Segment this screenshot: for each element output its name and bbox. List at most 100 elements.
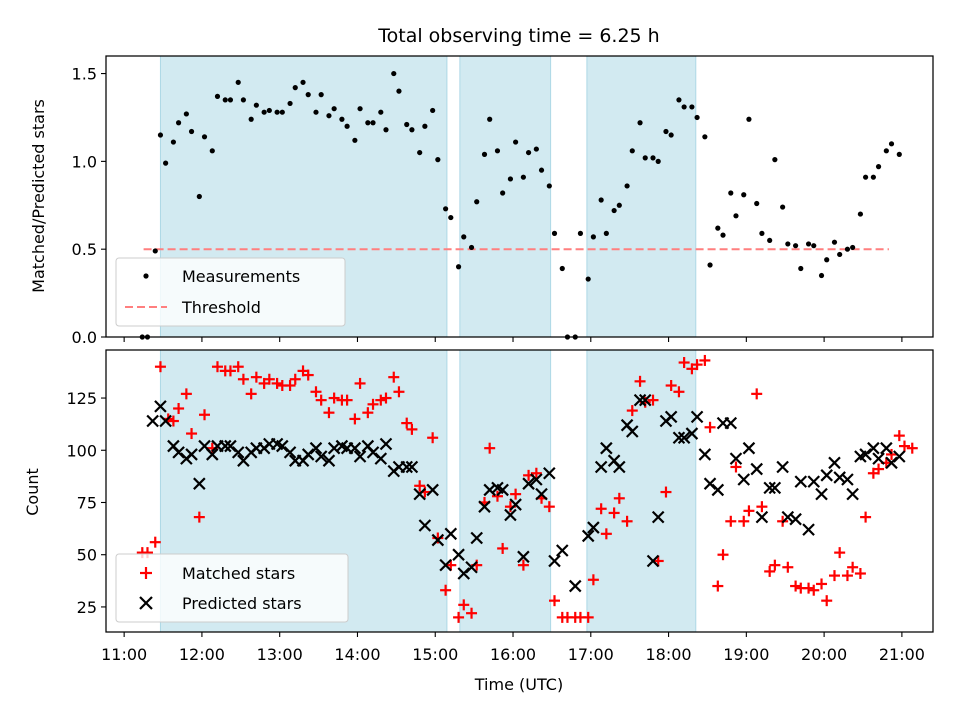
legend-measurements-label: Measurements bbox=[182, 267, 300, 286]
x-stroke-b bbox=[400, 460, 414, 474]
measurement-point bbox=[655, 158, 661, 164]
measurement-point bbox=[551, 230, 558, 236]
matched-star-point bbox=[756, 501, 768, 513]
matched-star-point bbox=[517, 559, 529, 571]
measurement-point bbox=[391, 70, 397, 77]
predicted-star-point bbox=[465, 560, 478, 574]
measurement-points bbox=[139, 70, 902, 340]
predicted-star-point bbox=[698, 448, 712, 461]
x-stroke-b bbox=[646, 554, 660, 568]
x-stroke-b bbox=[742, 441, 756, 455]
matched-star-point bbox=[530, 467, 542, 479]
measurement-point bbox=[183, 111, 189, 117]
x-stroke-b bbox=[276, 439, 289, 453]
measurement-point bbox=[525, 149, 532, 156]
x-stroke-b bbox=[231, 446, 245, 459]
matched-star-point bbox=[323, 407, 335, 419]
x-axis-label: Time (UTC) bbox=[474, 675, 563, 694]
predicted-star-point bbox=[594, 460, 608, 474]
predicted-star-point bbox=[413, 487, 426, 501]
x-stroke-b bbox=[283, 446, 297, 459]
x-stroke-b bbox=[426, 483, 439, 497]
matched-star-point bbox=[816, 578, 828, 590]
predicted-star-point bbox=[781, 510, 795, 524]
x-stroke-b bbox=[872, 452, 885, 465]
matched-star-point bbox=[440, 584, 452, 596]
x-stroke-b bbox=[841, 473, 854, 486]
matched-star-point bbox=[458, 599, 470, 611]
measurement-point bbox=[305, 92, 311, 98]
measurement-point bbox=[603, 230, 609, 236]
measurement-point bbox=[188, 128, 195, 135]
predicted-star-point bbox=[846, 487, 859, 501]
predicted-star-point bbox=[530, 473, 543, 486]
x-stroke-b bbox=[587, 521, 600, 534]
x-stroke-b bbox=[620, 418, 634, 432]
matched-star-point bbox=[367, 398, 379, 410]
measurement-point bbox=[798, 265, 804, 272]
matched-star-point bbox=[821, 595, 833, 607]
measurement-point bbox=[844, 246, 851, 252]
measurement-point bbox=[850, 244, 856, 251]
matched-star-point bbox=[224, 365, 236, 377]
x-stroke-b bbox=[465, 560, 478, 574]
measurement-point bbox=[248, 116, 254, 122]
predicted-star-point bbox=[522, 477, 535, 490]
matched-star-point bbox=[738, 515, 750, 527]
measurement-point bbox=[824, 257, 830, 263]
x-stroke-b bbox=[509, 498, 522, 511]
measurement-point bbox=[196, 193, 202, 200]
predicted-star-point bbox=[763, 481, 776, 495]
ratio-panel: 0.0 0.5 1.0 1.5 Matched/Predicted stars bbox=[29, 55, 934, 347]
measurement-point bbox=[292, 85, 298, 91]
predicted-star-point bbox=[322, 454, 336, 467]
legend-threshold-label: Threshold bbox=[181, 298, 261, 317]
measurement-point bbox=[157, 132, 164, 138]
measurement-point bbox=[870, 174, 876, 180]
measurement-point bbox=[702, 134, 708, 140]
matched-star-point bbox=[289, 373, 301, 385]
predicted-star-point bbox=[685, 427, 699, 440]
measurement-point bbox=[720, 232, 726, 238]
predicted-star-point bbox=[483, 483, 496, 497]
measurement-point bbox=[520, 174, 526, 180]
predicted-star-point bbox=[431, 533, 445, 547]
measurement-point bbox=[629, 148, 635, 154]
matched-star-point bbox=[730, 461, 742, 473]
x-stroke-b bbox=[698, 448, 712, 461]
x-tick-label: 18:00 bbox=[646, 645, 692, 664]
legend-predicted-label: Predicted stars bbox=[182, 594, 302, 613]
matched-star-point bbox=[769, 559, 781, 571]
legend-matched-marker bbox=[140, 567, 152, 579]
x-stroke-b bbox=[815, 487, 828, 501]
measurement-point bbox=[481, 151, 488, 157]
observation-spans bbox=[159, 55, 697, 338]
x-stroke-b bbox=[807, 475, 821, 488]
legend-predicted-marker bbox=[139, 596, 153, 610]
predicted-star-point bbox=[504, 508, 517, 522]
x-stroke-b bbox=[270, 437, 284, 451]
measurement-point bbox=[728, 190, 734, 196]
predicted-star-point bbox=[724, 416, 738, 430]
predicted-star-point bbox=[677, 431, 691, 445]
measurement-point bbox=[862, 174, 869, 180]
x-tick-label: 20:00 bbox=[801, 645, 847, 664]
measurement-point bbox=[585, 276, 591, 282]
measurement-point bbox=[487, 116, 493, 122]
count-y-ticks: 25 50 75 100 125 bbox=[66, 389, 106, 617]
measurement-point bbox=[767, 237, 773, 244]
predicted-star-point bbox=[776, 460, 789, 474]
measurement-point bbox=[741, 192, 747, 198]
predicted-star-point bbox=[807, 475, 821, 488]
x-stroke-b bbox=[789, 512, 802, 526]
predicted-star-point bbox=[815, 487, 828, 501]
x-stroke-b bbox=[846, 487, 859, 501]
x-stroke-b bbox=[893, 450, 906, 463]
y-tick-label: 0.0 bbox=[72, 328, 97, 347]
predicted-star-point bbox=[206, 448, 219, 461]
x-stroke-b bbox=[431, 533, 445, 547]
x-stroke-b bbox=[703, 477, 717, 490]
measurement-point bbox=[455, 264, 462, 270]
predicted-star-point bbox=[517, 550, 530, 564]
predicted-star-point bbox=[690, 410, 704, 424]
